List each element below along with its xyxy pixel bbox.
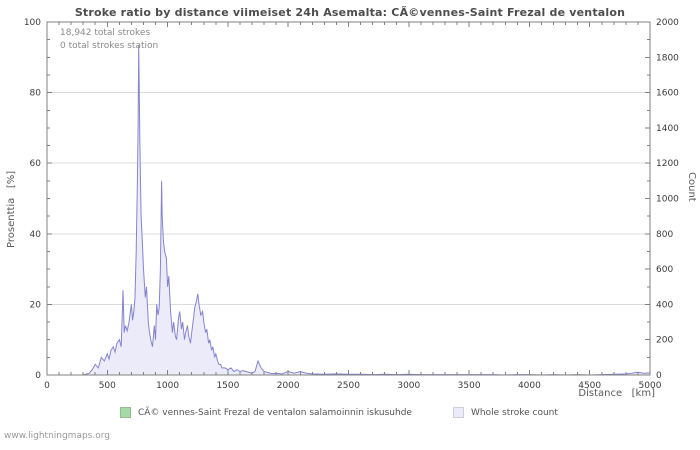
svg-text:5000: 5000 [639,381,662,391]
svg-text:2500: 2500 [337,381,360,391]
chart-title: Stroke ratio by distance viimeiset 24h A… [74,6,626,19]
svg-text:1600: 1600 [656,89,679,99]
annotation-total-strokes: 18,942 total strokes [60,28,151,38]
svg-text:1000: 1000 [656,195,679,205]
svg-text:2000: 2000 [656,18,679,28]
y-axis-label-right: Count [686,172,697,202]
svg-text:3500: 3500 [458,381,481,391]
svg-text:100: 100 [24,18,41,28]
svg-text:20: 20 [30,300,42,310]
svg-text:60: 60 [30,159,42,169]
watermark: www.lightningmaps.org [4,431,110,441]
whole-stroke-count-area [47,44,650,376]
legend-label-ratio: CÃ© vennes-Saint Frezal de ventalon sala… [138,407,412,418]
annotation-station-strokes: 0 total strokes station [60,41,159,51]
legend-swatch-count [453,407,464,418]
svg-text:0: 0 [44,381,50,391]
svg-text:2000: 2000 [277,381,300,391]
svg-text:40: 40 [30,230,42,240]
legend-item-count: Whole stroke count [453,407,558,418]
svg-text:1800: 1800 [656,53,679,63]
svg-text:200: 200 [656,336,673,346]
svg-text:1500: 1500 [216,381,239,391]
x-axis-label: Distance [km] [578,388,655,399]
svg-text:80: 80 [30,89,42,99]
legend-label-count: Whole stroke count [471,407,558,418]
svg-text:1400: 1400 [656,124,679,134]
svg-text:0: 0 [35,371,41,381]
svg-text:1000: 1000 [156,381,179,391]
svg-text:500: 500 [99,381,116,391]
y-axis-label-left: Prosenttia [%] [6,170,17,248]
legend-swatch-ratio [120,407,131,418]
svg-text:800: 800 [656,230,673,240]
svg-text:0: 0 [656,371,662,381]
svg-text:600: 600 [656,265,673,275]
svg-text:4000: 4000 [518,381,541,391]
svg-text:400: 400 [656,300,673,310]
svg-text:3000: 3000 [397,381,420,391]
svg-text:4500: 4500 [578,381,601,391]
svg-text:1200: 1200 [656,159,679,169]
whole-stroke-count-line [47,44,651,376]
legend-item-ratio: CÃ© vennes-Saint Frezal de ventalon sala… [120,407,412,418]
